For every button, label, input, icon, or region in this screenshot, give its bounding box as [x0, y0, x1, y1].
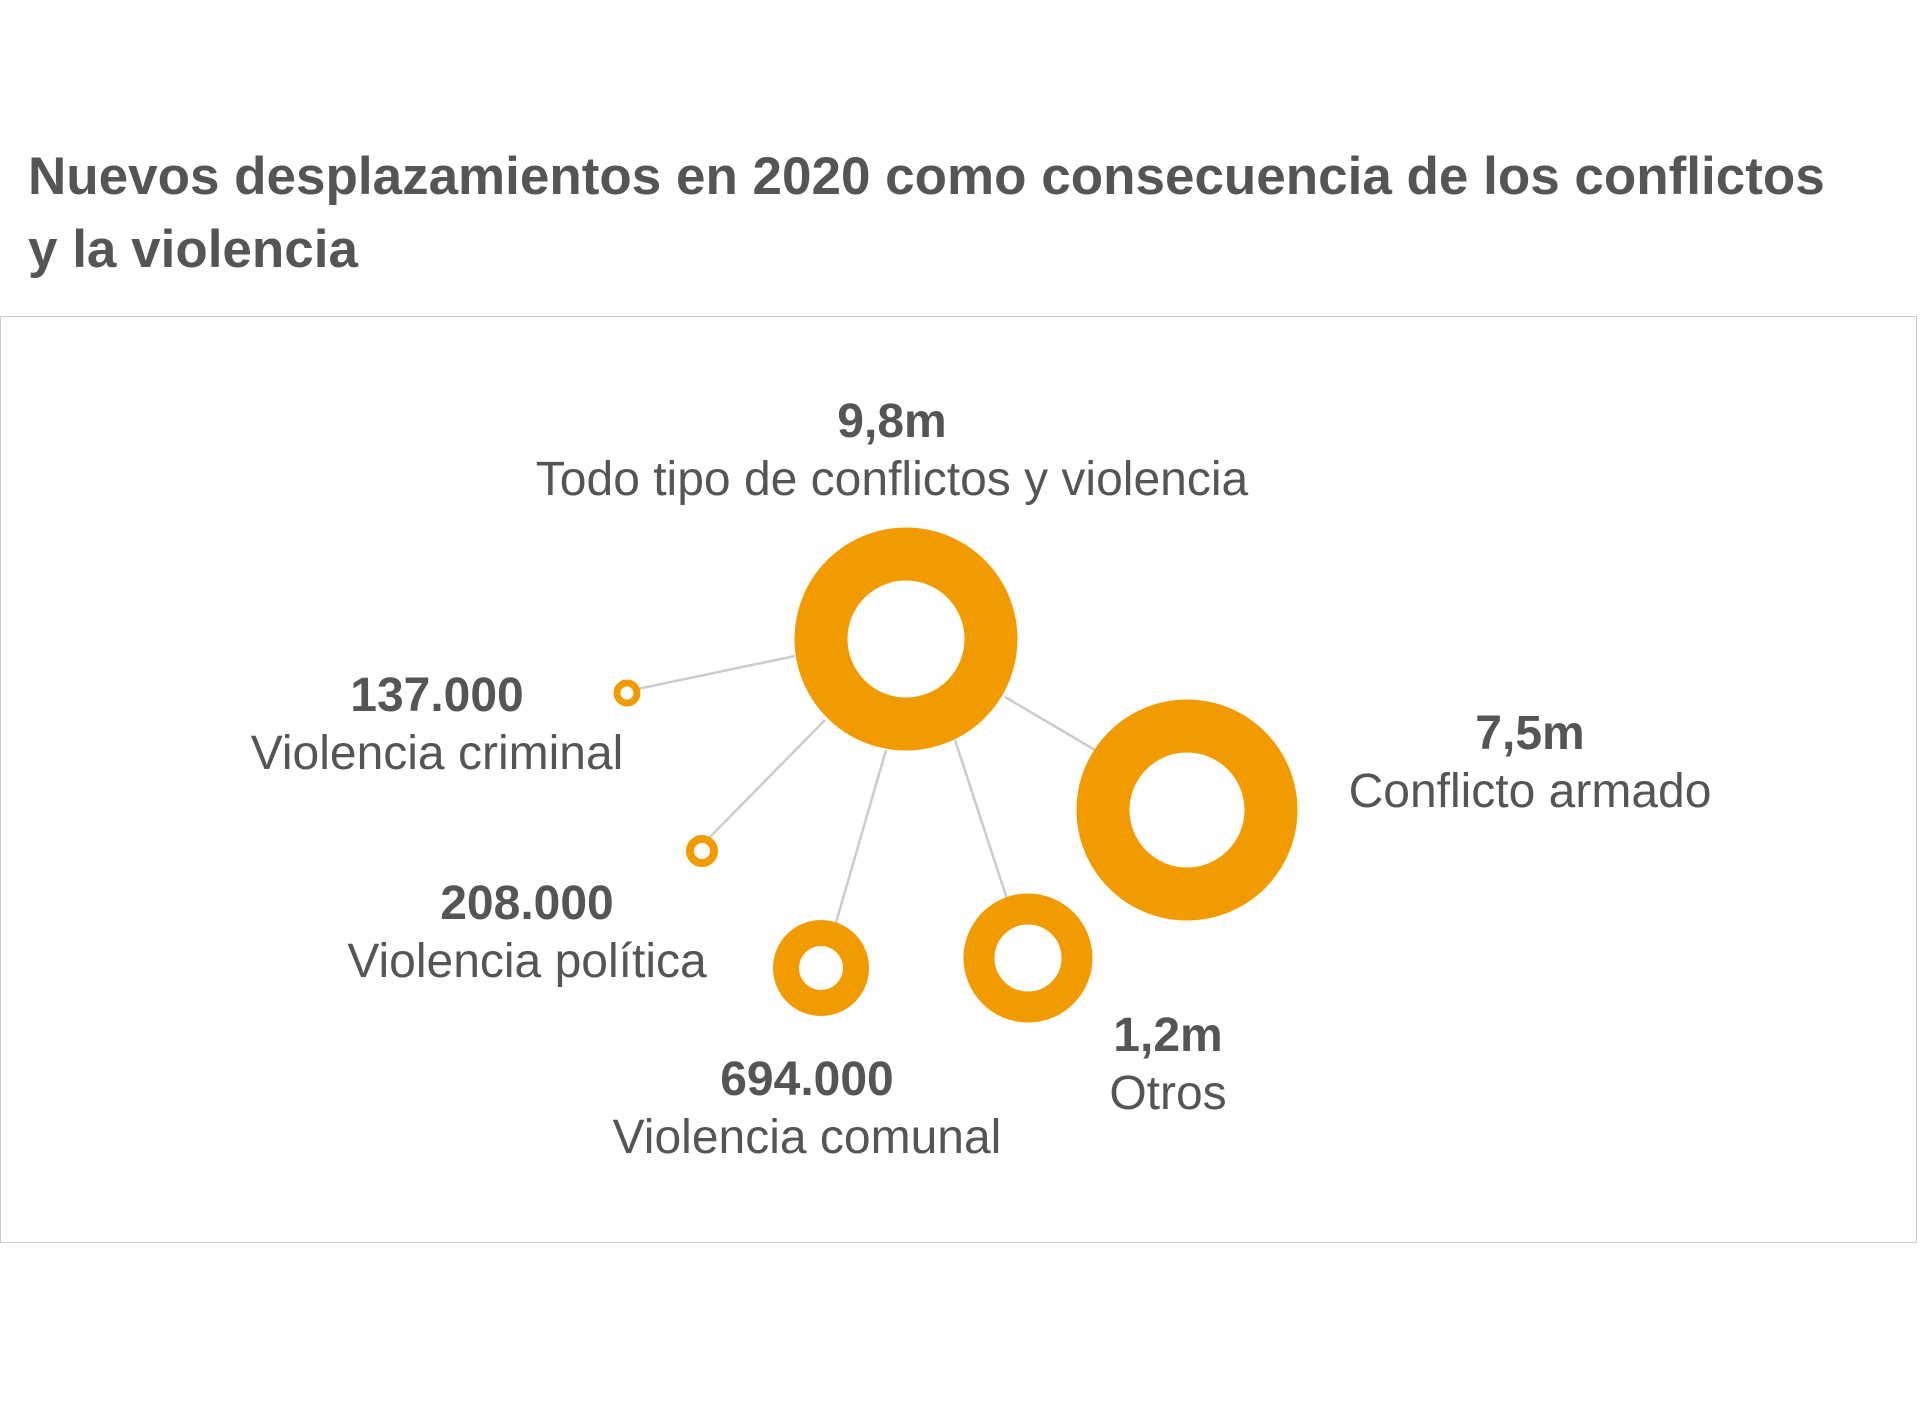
label-armado: 7,5m Conflicto armado [1349, 706, 1712, 822]
label-criminal: 137.000 Violencia criminal [251, 668, 624, 784]
ring-criminal [613, 679, 641, 707]
connector-comunal [833, 749, 888, 927]
connector-armado [1004, 695, 1096, 752]
label-total: 9,8m Todo tipo de conflictos y violencia [536, 394, 1248, 510]
value-criminal: 137.000 [350, 669, 524, 722]
value-politica: 208.000 [440, 877, 614, 930]
value-comunal: 694.000 [720, 1053, 894, 1106]
value-armado: 7,5m [1475, 707, 1585, 760]
connector-politica [707, 719, 826, 840]
label-comunal: 694.000 Violencia comunal [613, 1052, 1002, 1168]
name-otros: Otros [1109, 1067, 1227, 1120]
name-total: Todo tipo de conflictos y violencia [535, 453, 1249, 506]
diagram-frame [0, 316, 1917, 1243]
connector-criminal [627, 654, 796, 693]
value-total: 9,8m [837, 395, 947, 448]
label-politica: 208.000 Violencia política [347, 876, 706, 992]
connector-otros [953, 739, 1011, 906]
value-otros: 1,2m [1113, 1009, 1223, 1062]
name-criminal: Violencia criminal [250, 727, 624, 780]
label-otros: 1,2m Otros [1109, 1008, 1226, 1124]
ring-otros [963, 893, 1093, 1023]
name-armado: Conflicto armado [1348, 765, 1712, 818]
ring-politica [686, 835, 718, 867]
ring-armado [1076, 699, 1298, 921]
name-comunal: Violencia comunal [612, 1111, 1002, 1164]
chart-title: Nuevos desplazamientos en 2020 como cons… [28, 147, 1825, 279]
name-politica: Violencia política [347, 935, 707, 988]
ring-comunal [773, 920, 869, 1016]
ring-total [794, 527, 1018, 751]
